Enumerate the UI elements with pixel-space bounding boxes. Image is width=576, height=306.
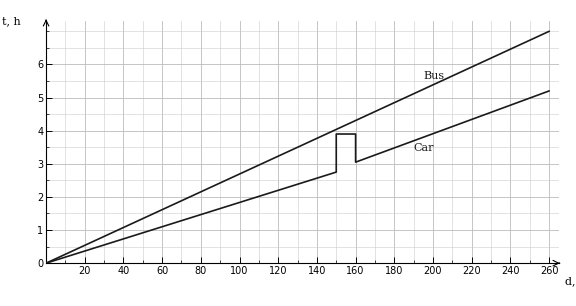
Text: d, km: d, km (564, 276, 576, 286)
Text: t, h: t, h (2, 16, 21, 26)
Text: Car: Car (414, 143, 434, 153)
Text: Bus: Bus (423, 71, 445, 81)
